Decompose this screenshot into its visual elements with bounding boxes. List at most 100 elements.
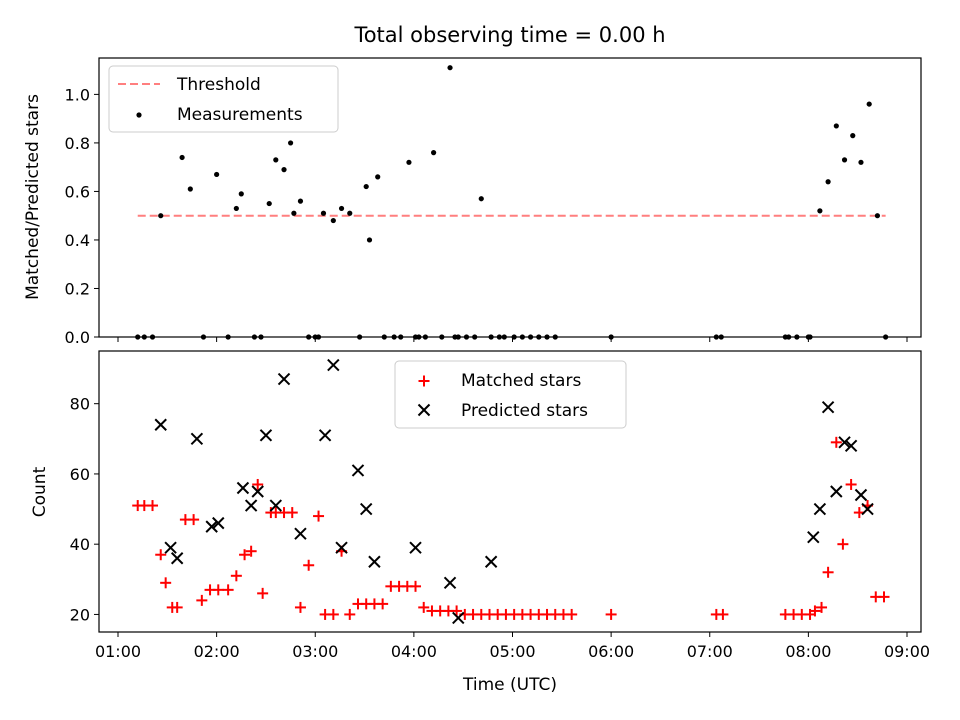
- top-y-tick-label: 0.2: [65, 279, 90, 298]
- top-y-tick-label: 1.0: [65, 85, 90, 104]
- predicted-star-marker: [251, 485, 264, 498]
- matched-star-marker: [327, 608, 339, 620]
- matched-star-marker: [222, 584, 234, 596]
- measurement-point: [233, 205, 239, 212]
- matched-star-marker: [566, 608, 578, 620]
- legend-predicted-swatch: [417, 403, 431, 417]
- matched-star-marker: [188, 514, 200, 526]
- predicted-star-marker: [484, 555, 498, 568]
- bottom-y-tick-label: 80: [70, 395, 90, 414]
- matched-star-marker: [313, 510, 325, 522]
- measurement-point: [330, 217, 336, 224]
- measurement-point: [214, 171, 220, 178]
- matched-star-marker: [830, 436, 842, 448]
- predicted-star-marker: [854, 488, 868, 502]
- measurement-point: [238, 191, 244, 197]
- matched-star-marker: [230, 570, 242, 582]
- predicted-star-marker: [327, 358, 340, 372]
- predicted-star-marker: [368, 555, 381, 568]
- measurement-point: [273, 157, 279, 163]
- matched-star-marker: [822, 566, 834, 578]
- measurement-point: [158, 213, 164, 219]
- predicted-star-marker: [443, 576, 457, 590]
- measurement-point: [281, 167, 287, 173]
- matched-star-marker: [155, 549, 167, 561]
- predicted-star-marker: [452, 611, 465, 625]
- predicted-star-marker: [259, 429, 273, 442]
- predicted-star-marker: [807, 530, 820, 544]
- x-tick-label: 05:00: [489, 642, 535, 661]
- matched-star-marker: [239, 549, 251, 561]
- legend-predicted-label: Predicted stars: [461, 401, 588, 421]
- predicted-star-marker: [335, 541, 348, 554]
- matched-star-marker: [344, 608, 356, 620]
- predicted-star-marker: [844, 439, 858, 453]
- matched-star-marker: [809, 605, 821, 617]
- matched-star-marker: [451, 605, 463, 617]
- matched-star-marker: [837, 538, 849, 550]
- legend-threshold-label: Threshold: [176, 75, 261, 95]
- predicted-star-marker: [861, 502, 874, 516]
- matched-star-marker: [377, 598, 389, 610]
- matched-star-marker: [294, 601, 306, 613]
- measurement-point: [366, 237, 373, 243]
- matched-star-marker: [171, 601, 183, 613]
- predicted-star-marker: [212, 516, 225, 530]
- bottom-legend: Matched stars Predicted stars: [394, 360, 627, 429]
- matched-star-marker: [845, 478, 857, 490]
- top-y-tick-label: 0.0: [65, 328, 90, 347]
- matched-star-marker: [717, 608, 729, 620]
- top-plot-frame: [98, 57, 922, 338]
- measurement-point: [287, 140, 294, 146]
- x-axis-label: Time (UTC): [462, 675, 557, 695]
- bottom-y-tick-label: 60: [70, 465, 90, 484]
- measurement-point: [431, 150, 437, 156]
- top-legend: Threshold Measurements: [108, 65, 339, 133]
- measurement-point: [406, 159, 412, 165]
- measurement-point: [833, 123, 839, 129]
- top-y-axis-label: Matched/Predicted stars: [23, 94, 43, 300]
- predicted-star-marker: [359, 502, 373, 516]
- measurement-point: [825, 179, 831, 185]
- figure-title: Total observing time = 0.00 h: [353, 23, 665, 47]
- matched-star-marker: [878, 591, 890, 603]
- legend-measurements-swatch: [136, 112, 142, 118]
- predicted-star-marker: [821, 400, 835, 414]
- x-tick-label: 09:00: [884, 642, 930, 661]
- measurement-point: [363, 183, 369, 190]
- legend-matched-swatch: [418, 375, 430, 387]
- matched-star-marker: [257, 587, 269, 599]
- measurement-point: [447, 65, 453, 71]
- measurement-point: [347, 210, 353, 216]
- predicted-star-marker: [190, 432, 204, 446]
- measurement-point: [375, 174, 381, 180]
- measurement-point: [297, 198, 304, 204]
- matched-star-marker: [303, 559, 315, 571]
- predicted-star-marker: [277, 372, 291, 386]
- matched-star-marker: [212, 584, 224, 596]
- measurement-point: [858, 159, 864, 165]
- predicted-star-marker: [294, 527, 307, 540]
- top-panel: 0.0 0.2 0.4 0.6 0.8 1.0 Threshold Measurements: [65, 57, 922, 347]
- top-legend-box: [108, 65, 339, 133]
- top-y-tick-label: 0.4: [65, 231, 90, 250]
- matched-star-marker: [816, 601, 828, 613]
- x-tick-label: 04:00: [391, 642, 437, 661]
- x-tick-label: 07:00: [687, 642, 733, 661]
- top-y-tick-label: 0.6: [65, 182, 90, 201]
- x-tick-label: 06:00: [588, 642, 634, 661]
- predicted-star-marker: [813, 502, 827, 516]
- predicted-star-marker: [154, 418, 167, 431]
- matched-star-marker: [252, 478, 264, 490]
- x-tick-label: 01:00: [95, 642, 141, 661]
- predicted-star-marker: [318, 429, 332, 442]
- predicted-star-marker: [351, 464, 365, 477]
- bottom-panel: 20 40 60 80 01:00 02:00 03:00 04:00 05:00 06:00 07…: [70, 350, 930, 661]
- matched-star-marker: [418, 601, 430, 613]
- legend-measurements-label: Measurements: [177, 105, 303, 125]
- measurement-point: [291, 210, 297, 216]
- bottom-legend-box: [394, 360, 627, 429]
- bottom-y-tick-label: 20: [70, 605, 90, 624]
- measurement-point: [866, 101, 872, 107]
- measurement-point: [266, 200, 272, 207]
